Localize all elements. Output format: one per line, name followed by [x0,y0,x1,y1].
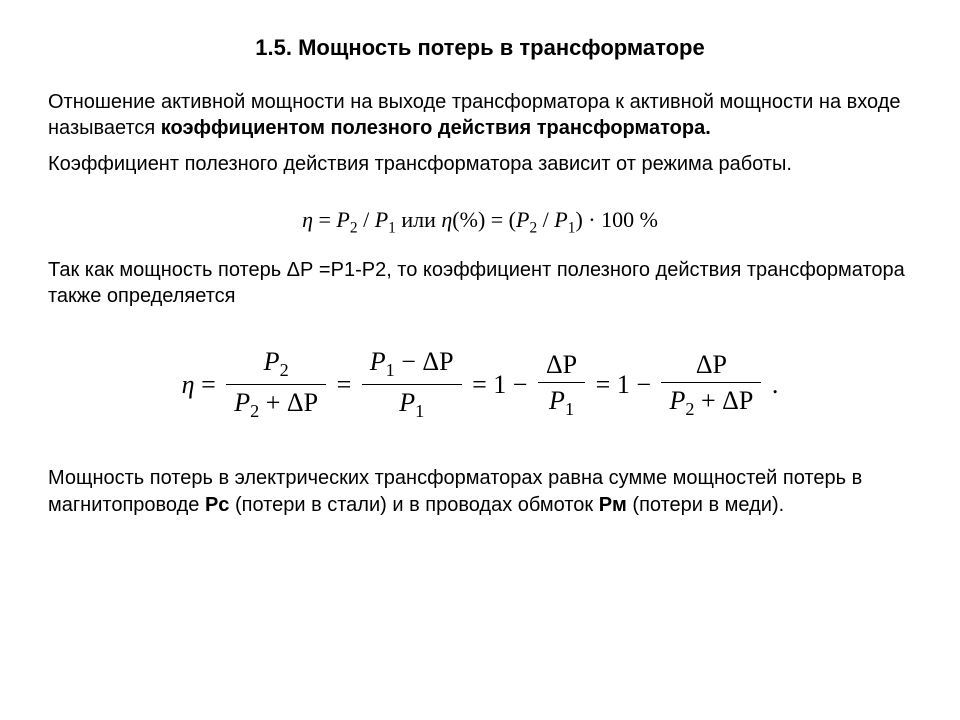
f2-p1: P [370,347,386,376]
f2-p2: P [264,347,280,376]
f2-p2b: P [234,388,250,417]
f1-etapct: η [441,207,452,232]
f2-dp1: ΔP [287,388,318,417]
f1-eq: = [313,207,336,232]
f2-minus1: − [395,347,423,376]
f2-minus2: − [513,370,528,400]
f2-dpb: ΔP [422,347,453,376]
f1-p2b: P [516,207,529,232]
f1-ili: или [396,207,442,232]
f2-frac2: P1 − ΔP P1 [362,344,462,425]
f1-pctopen: (%) = ( [452,207,516,232]
para4-b1: Рс [205,494,229,516]
f1-pctclose: ) · 100 % [575,207,657,232]
f1-sub1: 1 [388,219,396,236]
para4-p3: (потери в меди). [627,494,784,516]
f2-minus3: − [636,370,651,400]
paragraph-1: Отношение активной мощности на выходе тр… [48,89,912,141]
f2-s1c: 1 [565,399,574,419]
f2-one2: 1 [617,370,630,400]
f2-dpe: ΔP [722,386,753,415]
f2-frac4: ΔP P2 + ΔP [661,347,761,423]
f2-s2b: 2 [250,402,259,422]
f2-p2c: P [669,386,685,415]
f2-p1b: P [399,388,415,417]
f2-one1: 1 [493,370,506,400]
section-title: 1.5. Мощность потерь в трансформаторе [48,35,912,61]
para1-bold: коэффициентом полезного действия трансфо… [161,117,711,139]
f2-s1: 1 [386,361,395,381]
f2-eq3: = [472,370,487,400]
f1-p1b: P [554,207,567,232]
f2-dot: . [772,370,779,400]
para4-b2: Рм [599,494,627,516]
f1-slash: / [358,207,375,232]
f2-eq2: = [337,370,352,400]
f2-dpc: ΔP [546,350,577,379]
paragraph-4: Мощность потерь в электрических трансфор… [48,465,912,519]
f1-sub2: 2 [350,219,358,236]
f2-eq1: = [201,370,216,400]
f1-p2: P [336,207,349,232]
f2-p1c: P [549,386,565,415]
formula-2: η = P2 P2 + ΔP = P1 − ΔP P1 = 1 − ΔP P1 … [48,344,912,425]
f2-plus1: + [259,388,287,417]
f2-s1b: 1 [415,402,424,422]
f2-plus2: + [694,386,722,415]
f2-s2: 2 [280,361,289,381]
f2-eta: η [182,370,195,400]
para4-p2: (потери в стали) и в проводах обмоток [229,494,598,516]
f2-eq4: = [596,370,611,400]
formula-1: η = P2 / P1 или η(%) = (P2 / P1) · 100 % [48,207,912,237]
f2-frac3: ΔP P1 [538,347,585,423]
paragraph-3: Так как мощность потерь ΔР =Р1-Р2, то ко… [48,257,912,309]
f1-eta: η [302,207,313,232]
f2-dpd: ΔP [696,350,727,379]
f2-frac1: P2 P2 + ΔP [226,344,326,425]
f1-slashb: / [537,207,554,232]
f1-p1: P [375,207,388,232]
paragraph-2: Коэффициент полезного действия трансформ… [48,151,912,177]
